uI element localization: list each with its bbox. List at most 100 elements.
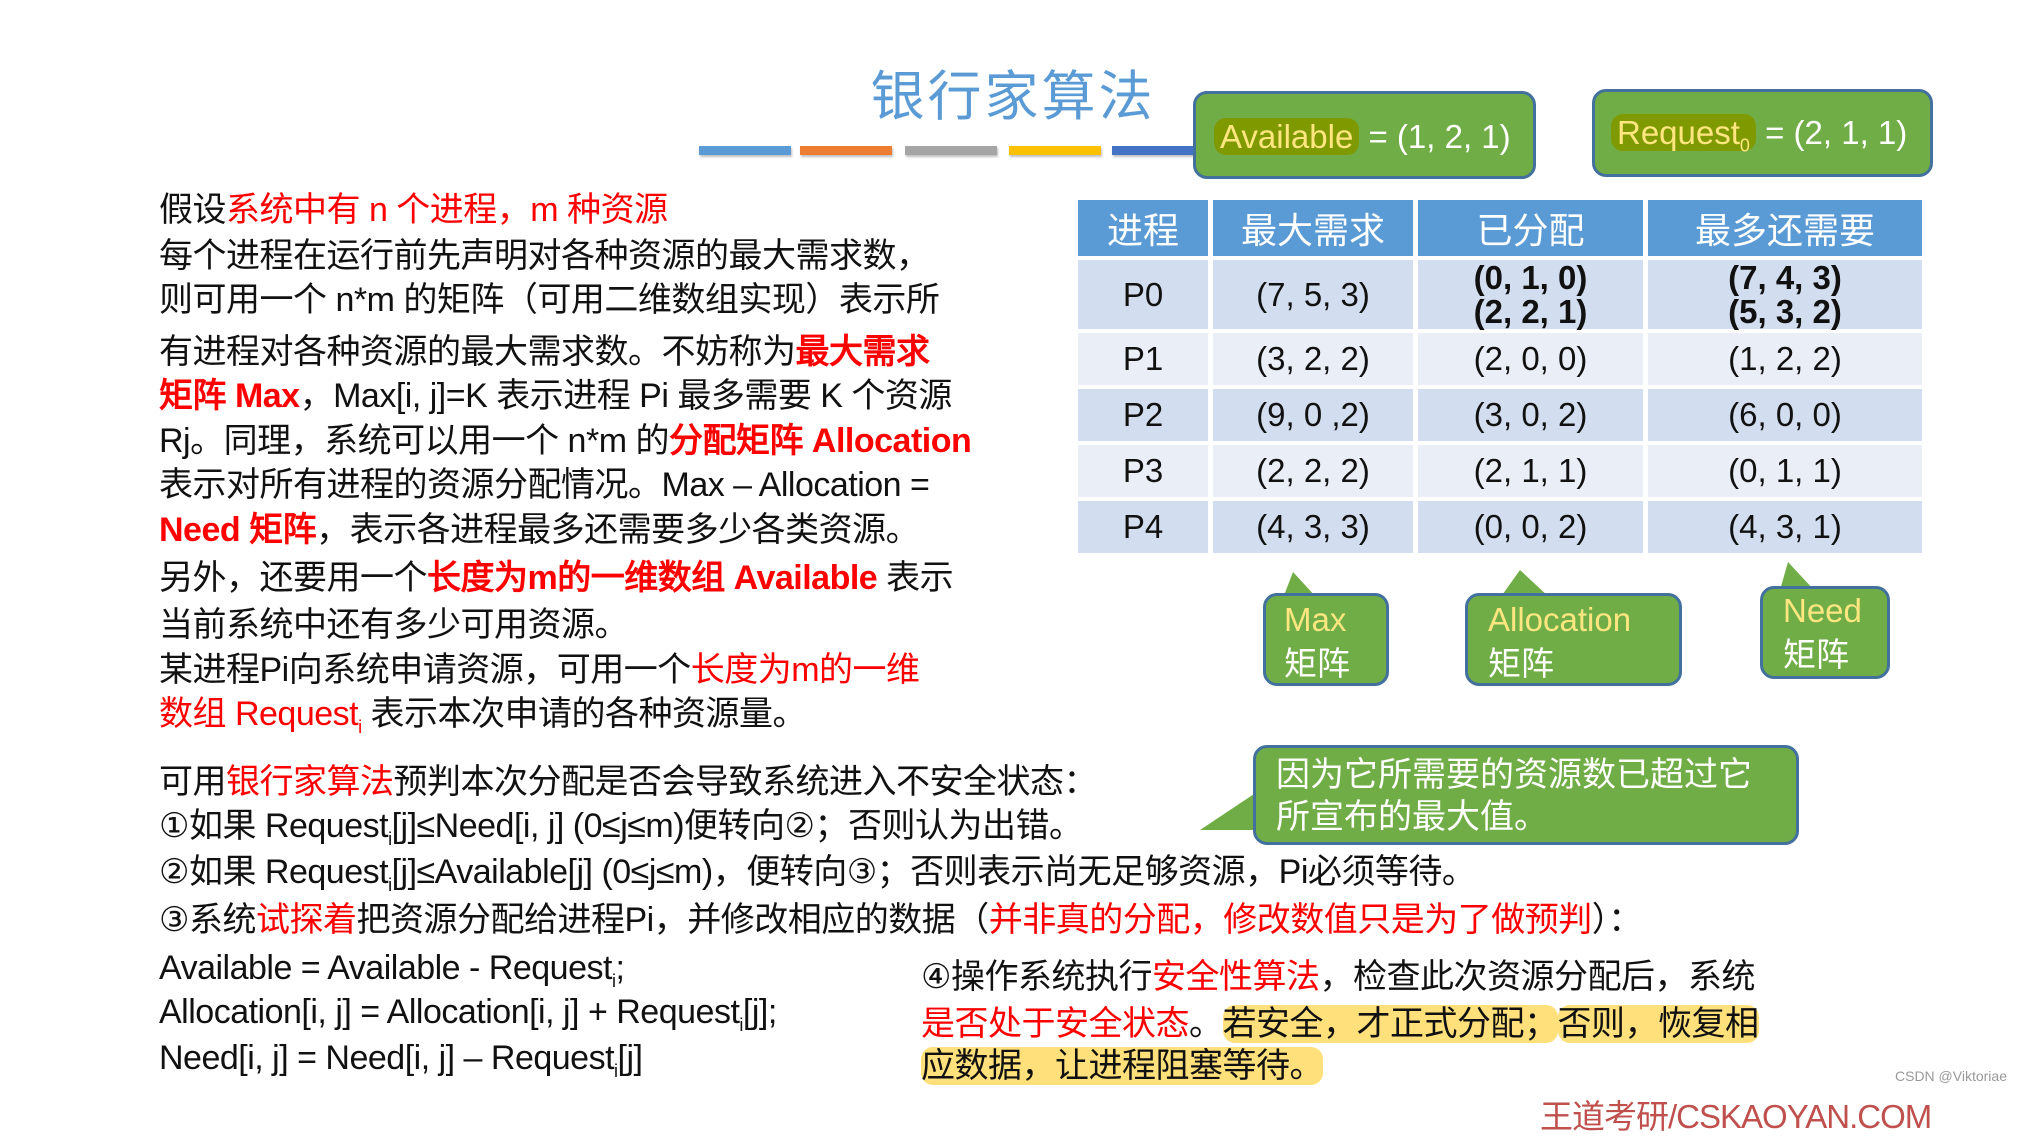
need-label-bottom: 矩阵	[1783, 636, 1849, 673]
resource-table: 进程 最大需求 已分配 最多还需要 P0 (7, 5, 3) (0, 1, 0) (2…	[1073, 196, 1927, 557]
emphasis-text: Need 矩阵	[159, 511, 317, 549]
text-line: 矩阵 Max，Max[i, j]=K 表示进程 Pi 最多需要 K 个资源	[159, 376, 952, 416]
cell-max: (4, 3, 3)	[1213, 501, 1413, 553]
text-segment: 某进程Pi向系统申请资源，可用一个	[159, 651, 691, 689]
text-segment: ，Max[i, j]=K 表示进程 Pi 最多需要 K 个资源	[299, 377, 953, 415]
cell-value: (0, 1, 0)	[1473, 259, 1588, 296]
text-segment: 则可用一个 n*m 的矩阵（可用二维数组实现）表示所	[159, 281, 940, 319]
text-segment: 表示对所有进程的资源分配情况。Max – Allocation =	[159, 466, 930, 504]
request-label: Request0	[1611, 114, 1756, 156]
text-line: 数组 Requesti 表示本次申请的各种资源量。	[159, 694, 807, 747]
text-segment: i	[388, 874, 392, 895]
request-box: Request0 = (2, 1, 1)	[1592, 89, 1933, 177]
emphasis-text: 分配矩阵 Allocation	[668, 422, 972, 460]
cell-need: (0, 1, 1)	[1648, 445, 1922, 497]
max-label-top: Max	[1284, 601, 1347, 638]
text-segment: i	[614, 1060, 618, 1081]
text-line: ①如果 Requesti[j]≤Need[i, j] (0≤j≤m)便转向②；否…	[159, 806, 1083, 859]
cell-value: (0, 0, 2)	[1473, 508, 1588, 545]
table-row: P4 (4, 3, 3) (0, 0, 2) (4, 3, 1)	[1078, 501, 1922, 553]
need-label: Need 矩阵	[1760, 586, 1890, 679]
text-segment: ④操作系统执行	[921, 958, 1152, 996]
text-segment: i	[611, 970, 616, 991]
cell-max: (3, 2, 2)	[1213, 333, 1413, 385]
cell-allocation: (0, 1, 0) (2, 2, 1)	[1418, 260, 1643, 329]
text-line: 另外，还要用一个长度为m的一维数组 Available 表示	[159, 558, 954, 598]
emphasis-text: 安全性算法	[1151, 958, 1320, 996]
decor-bar-orange	[800, 146, 892, 155]
need-label-pointer	[1780, 562, 1814, 590]
request-subscript: 0	[1739, 135, 1750, 156]
text-line: 当前系统中还有多少可用资源。	[159, 605, 629, 645]
text-segment: ，检查此次资源分配后，系统	[1319, 958, 1755, 996]
cell-max: (9, 0 ,2)	[1213, 389, 1413, 441]
header-need: 最多还需要	[1648, 200, 1922, 256]
available-label: Available	[1214, 118, 1360, 155]
text-segment: 表示	[877, 559, 954, 597]
text-segment: i	[388, 828, 392, 849]
cell-need: (1, 2, 2)	[1648, 333, 1922, 385]
allocation-label-top: Allocation	[1488, 601, 1632, 638]
decor-bar-yellow	[1009, 146, 1101, 155]
cell-value: (7, 4, 3)	[1728, 259, 1842, 296]
text-line: 假设系统中有 n 个进程，m 种资源	[159, 190, 668, 230]
text-line: ③系统试探着把资源分配给进程Pi，并修改相应的数据（并非真的分配，修改数值只是为…	[159, 900, 1642, 940]
cell-value-updated: (2, 2, 1)	[1473, 293, 1588, 330]
cell-value: (1, 2, 2)	[1728, 340, 1842, 377]
header-max: 最大需求	[1213, 200, 1413, 256]
decor-bar-darkblue	[1112, 146, 1204, 155]
text-line: Rj。同理，系统可以用一个 n*m 的分配矩阵 Allocation	[159, 421, 972, 461]
text-line: ④操作系统执行安全性算法，检查此次资源分配后，系统	[921, 957, 1755, 997]
text-line: 是否处于安全状态。若安全，才正式分配；否则，恢复相	[921, 1004, 1759, 1044]
cell-value-updated: (5, 3, 2)	[1728, 293, 1842, 330]
emphasis-text: 系统中有 n 个进程，m 种资源	[226, 191, 668, 229]
footer-brand: 王道考研/CSKAOYAN.COM	[1540, 1098, 1932, 1135]
text-segment: 另外，还要用一个	[159, 559, 428, 597]
cell-process: P4	[1078, 501, 1208, 553]
text-segment: 当前系统中还有多少可用资源。	[159, 606, 629, 644]
highlighted-text: 否则，恢复相	[1557, 1005, 1759, 1043]
text-line: Need[i, j] = Need[i, j] – Requesti[j]	[159, 1038, 643, 1091]
text-segment: 预判本次分配是否会导致系统进入不安全状态：	[393, 763, 1098, 801]
text-segment: Rj。同理，系统可以用一个 n*m 的	[159, 422, 669, 460]
highlighted-text: 应数据，让进程阻塞等待。	[921, 1047, 1324, 1085]
header-allocation: 已分配	[1418, 200, 1643, 256]
text-line: 某进程Pi向系统申请资源，可用一个长度为m的一维	[159, 650, 920, 690]
cell-max: (7, 5, 3)	[1213, 260, 1413, 329]
cell-process: P0	[1078, 260, 1208, 329]
emphasis-text: i	[358, 716, 362, 737]
cell-value: (0, 1, 1)	[1728, 452, 1842, 489]
cell-allocation: (3, 0, 2)	[1418, 389, 1643, 441]
emphasis-text: 数组 Request	[159, 695, 359, 733]
text-segment: Available = Available - Request	[159, 949, 612, 987]
available-box: Available = (1, 2, 1)	[1193, 91, 1536, 179]
emphasis-text: 长度为m的一维	[690, 651, 920, 689]
text-segment: ③系统	[159, 901, 256, 939]
emphasis-text: 是否处于安全状态	[921, 1005, 1190, 1043]
text-segment: ②如果 Request	[159, 853, 389, 891]
text-segment: 可用	[159, 763, 227, 801]
text-segment: ，表示各进程最多还需要多少各类资源。	[316, 511, 920, 549]
cell-allocation: (2, 0, 0)	[1418, 333, 1643, 385]
cell-value: (6, 0, 0)	[1728, 396, 1842, 433]
cell-need: (6, 0, 0)	[1648, 389, 1922, 441]
cell-value: (3, 0, 2)	[1473, 396, 1588, 433]
text-segment: i	[739, 1014, 743, 1035]
text-line: Need 矩阵，表示各进程最多还需要多少各类资源。	[159, 510, 920, 550]
text-segment: ;	[615, 949, 625, 987]
cell-process: P1	[1078, 333, 1208, 385]
max-label-bottom: 矩阵	[1284, 645, 1350, 682]
slide-title: 银行家算法	[870, 67, 1156, 127]
text-segment: [j]≤Need[i, j] (0≤j≤m)便转向②；否则认为出错。	[391, 807, 1083, 845]
request-label-text: Request	[1617, 114, 1740, 151]
highlighted-text: 若安全，才正式分配；	[1222, 1005, 1558, 1043]
text-line: 则可用一个 n*m 的矩阵（可用二维数组实现）表示所	[159, 280, 940, 320]
callout-text: 因为它所需要的资源数已超过它所宣布的最大值。	[1276, 756, 1752, 836]
text-line: 可用银行家算法预判本次分配是否会导致系统进入不安全状态：	[159, 762, 1097, 802]
emphasis-text: 最大需求	[795, 333, 931, 371]
text-segment: 每个进程在运行前先声明对各种资源的最大需求数，	[159, 237, 930, 275]
text-segment: 有进程对各种资源的最大需求数。不妨称为	[159, 333, 796, 371]
cell-value: (2, 0, 0)	[1473, 340, 1588, 377]
text-line: 每个进程在运行前先声明对各种资源的最大需求数，	[159, 236, 930, 276]
cell-value: (4, 3, 1)	[1728, 508, 1842, 545]
